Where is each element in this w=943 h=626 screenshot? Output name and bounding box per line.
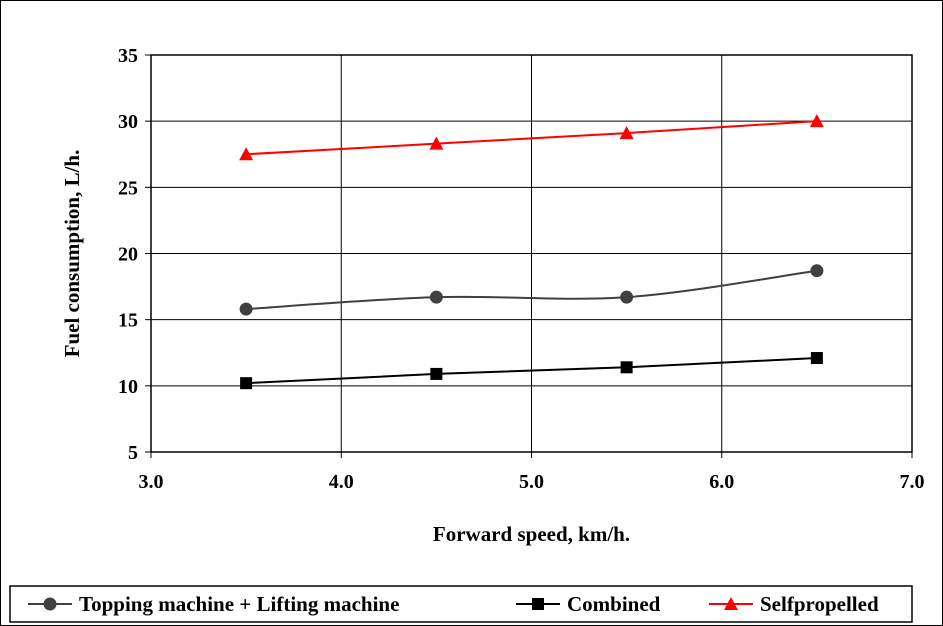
legend-item: Selfpropelled <box>709 592 879 616</box>
gridlines <box>151 55 912 452</box>
legend-marker <box>724 597 738 610</box>
data-point <box>430 367 443 380</box>
y-tick-label: 5 <box>128 442 138 464</box>
x-tick-label: 4.0 <box>329 471 354 493</box>
x-tick-label: 6.0 <box>709 471 734 493</box>
data-point <box>620 361 633 374</box>
x-tick-label: 7.0 <box>900 471 925 493</box>
series-1 <box>239 264 824 316</box>
x-axis-title: Forward speed, km/h. <box>433 522 630 546</box>
series-2 <box>240 352 823 390</box>
y-axis-title: Fuel consumption, L/h. <box>60 150 84 358</box>
legend-label: Topping machine + Lifting machine <box>79 592 399 616</box>
data-point <box>429 136 444 150</box>
legend <box>9 585 913 623</box>
x-tick-label: 3.0 <box>139 471 164 493</box>
legend-marker <box>43 597 57 611</box>
y-tick-label: 20 <box>118 244 138 266</box>
data-point <box>810 264 824 278</box>
y-tick-label: 10 <box>118 376 138 398</box>
legend-items: Topping machine + Lifting machine Combine… <box>28 592 879 616</box>
series-line <box>246 269 818 311</box>
data-point <box>240 377 253 390</box>
y-tick-label: 25 <box>118 177 138 199</box>
legend-item: Topping machine + Lifting machine <box>28 592 399 616</box>
data-point <box>239 147 254 161</box>
data-point <box>620 290 634 304</box>
x-tick-label: 5.0 <box>519 471 544 493</box>
series-line <box>246 357 817 385</box>
y-tick-label: 35 <box>118 45 138 67</box>
y-axis-ticks: 5 10 15 20 25 30 35 <box>118 45 151 464</box>
series-line <box>246 120 817 156</box>
x-axis-ticks: 3.0 4.0 5.0 6.0 7.0 <box>139 452 925 493</box>
data-point <box>619 126 634 140</box>
legend-label: Combined <box>567 592 661 616</box>
series-layer <box>239 114 824 390</box>
data-point <box>810 352 823 365</box>
legend-item: Combined <box>516 592 661 616</box>
data-point <box>809 114 824 128</box>
data-point <box>429 290 443 304</box>
data-point <box>239 302 253 316</box>
legend-marker <box>532 598 544 610</box>
y-tick-label: 30 <box>118 111 138 133</box>
series-3 <box>239 114 824 161</box>
legend-label: Selfpropelled <box>760 592 879 616</box>
y-tick-label: 15 <box>118 310 138 332</box>
